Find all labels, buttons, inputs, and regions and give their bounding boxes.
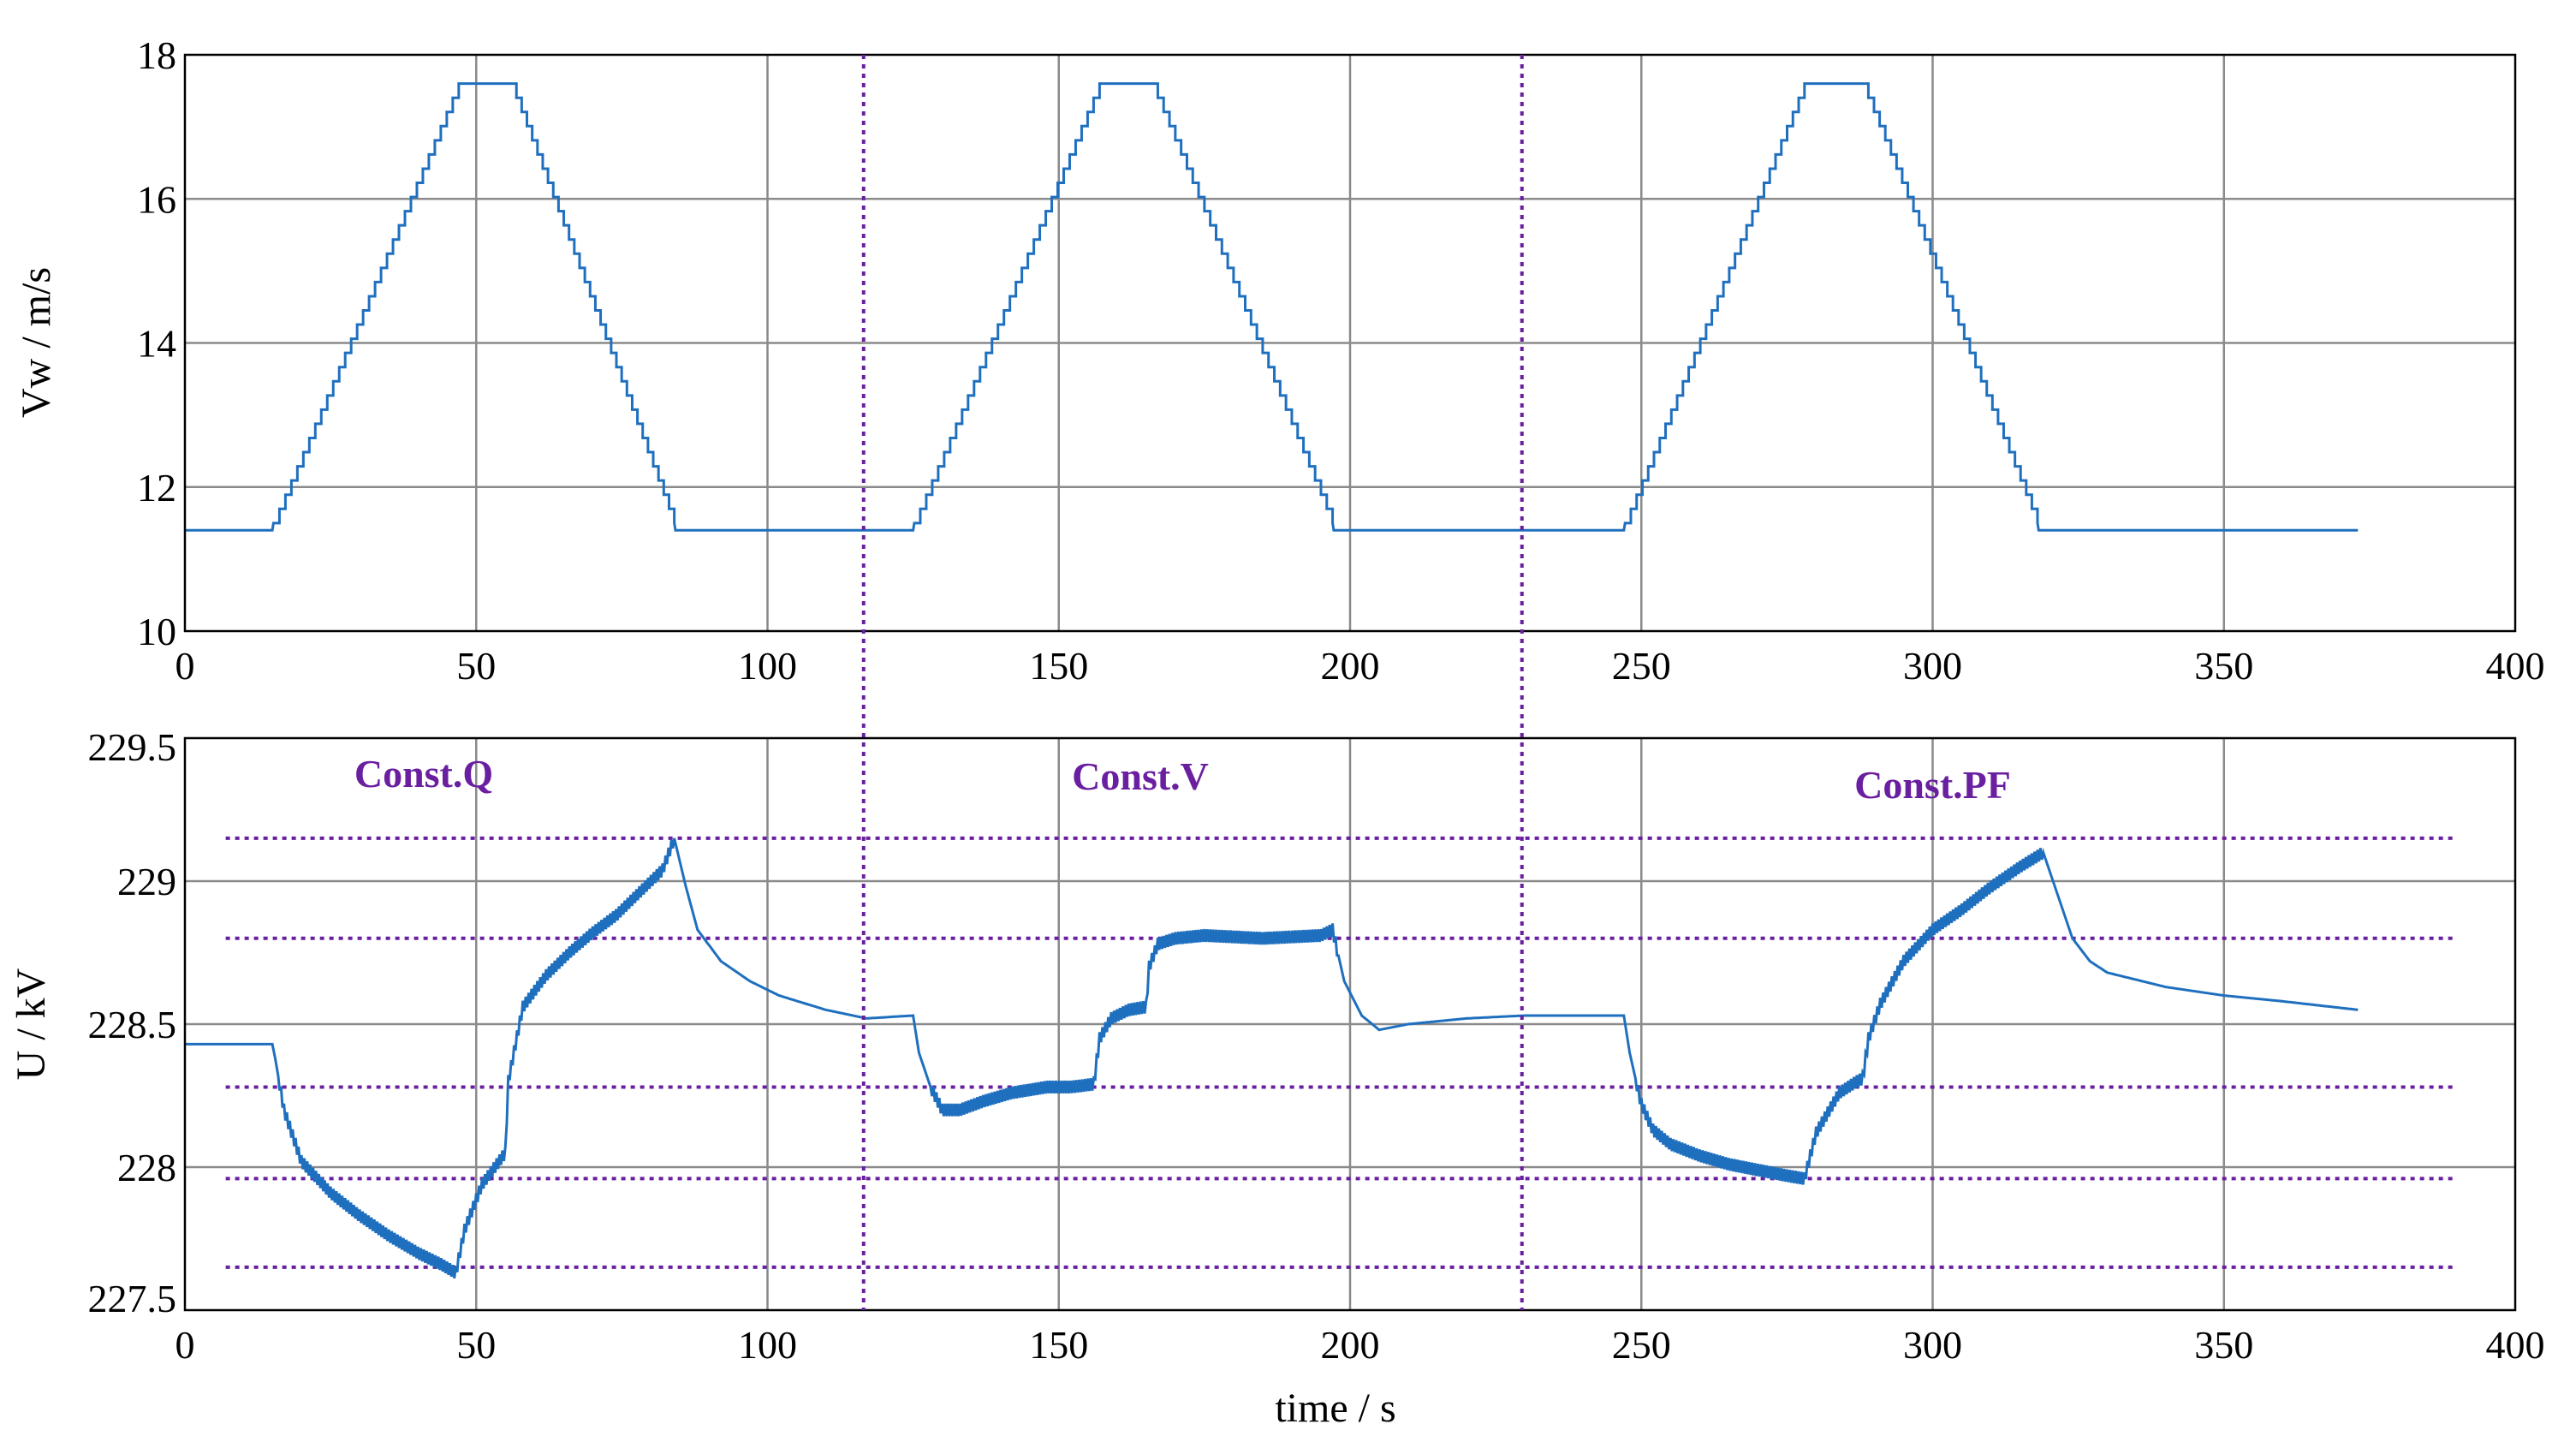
bottom-y-tick-label: 228.5 — [88, 1003, 177, 1046]
top-series-layer — [185, 82, 2359, 532]
bottom-y-tick-label: 229 — [117, 860, 176, 903]
x-axis-label: time / s — [1275, 1385, 1395, 1431]
top-x-tick-label: 200 — [1321, 644, 1380, 688]
top-x-tick-label: 250 — [1612, 644, 1671, 688]
top-tick-labels: 0 50 100 150 200 250 300 350 400 10 12 14 16 18 — [137, 33, 2545, 688]
bottom-x-tick-label: 250 — [1612, 1323, 1671, 1367]
bottom-x-tick-label: 0 — [176, 1323, 195, 1367]
top-y-tick-label: 16 — [137, 177, 176, 221]
bottom-y-tick-label: 227.5 — [88, 1277, 177, 1320]
top-x-tick-label: 350 — [2194, 644, 2253, 688]
mode-dividers — [861, 55, 1524, 1310]
bottom-x-tick-label: 400 — [2486, 1323, 2545, 1367]
bottom-chart: 0 50 100 150 200 250 300 350 400 227.5 228 228.5 229… — [9, 725, 2545, 1431]
top-y-axis-label: Vw / m/s — [14, 267, 59, 418]
voltage-line — [185, 837, 2359, 1279]
bottom-x-tick-label: 100 — [738, 1323, 797, 1367]
bottom-x-tick-label: 150 — [1029, 1323, 1088, 1367]
mode-annotation: Const.V — [1072, 754, 1209, 798]
top-x-tick-label: 150 — [1029, 644, 1088, 688]
top-y-tick-label: 14 — [137, 322, 176, 366]
bottom-series-layer — [185, 837, 2359, 1279]
mode-annotation: Const.Q — [354, 752, 493, 796]
top-chart: 0 50 100 150 200 250 300 350 400 10 12 14 16 18 Vw / … — [14, 33, 2545, 688]
top-y-tick-label: 12 — [137, 466, 176, 509]
bottom-y-axis-label: U / kV — [9, 968, 54, 1080]
top-x-tick-label: 400 — [2486, 644, 2545, 688]
bottom-annotations: Const.Q Const.V Const.PF — [354, 752, 2011, 807]
bottom-x-tick-label: 200 — [1321, 1323, 1380, 1367]
bottom-y-tick-label: 228 — [117, 1146, 176, 1189]
bottom-gridlines — [185, 738, 2515, 1310]
bottom-plot-frame — [183, 736, 2517, 1312]
bottom-x-tick-label: 300 — [1903, 1323, 1962, 1367]
top-x-tick-label: 0 — [176, 644, 195, 688]
bottom-y-tick-label: 229.5 — [88, 725, 177, 769]
top-y-tick-label: 10 — [137, 610, 176, 653]
bottom-x-tick-label: 50 — [456, 1323, 496, 1367]
top-gridlines — [185, 55, 2515, 631]
top-x-tick-label: 300 — [1903, 644, 1962, 688]
top-plot-frame — [183, 53, 2517, 633]
top-y-tick-label: 18 — [137, 33, 176, 77]
wind-speed-line — [185, 82, 2359, 532]
top-x-tick-label: 50 — [456, 644, 496, 688]
mode-annotation: Const.PF — [1854, 763, 2011, 807]
bottom-tick-labels: 0 50 100 150 200 250 300 350 400 227.5 228 228.5 229… — [88, 725, 2545, 1367]
bottom-x-tick-label: 350 — [2194, 1323, 2253, 1367]
top-x-tick-label: 100 — [738, 644, 797, 688]
bottom-reference-lines — [225, 836, 2457, 1269]
